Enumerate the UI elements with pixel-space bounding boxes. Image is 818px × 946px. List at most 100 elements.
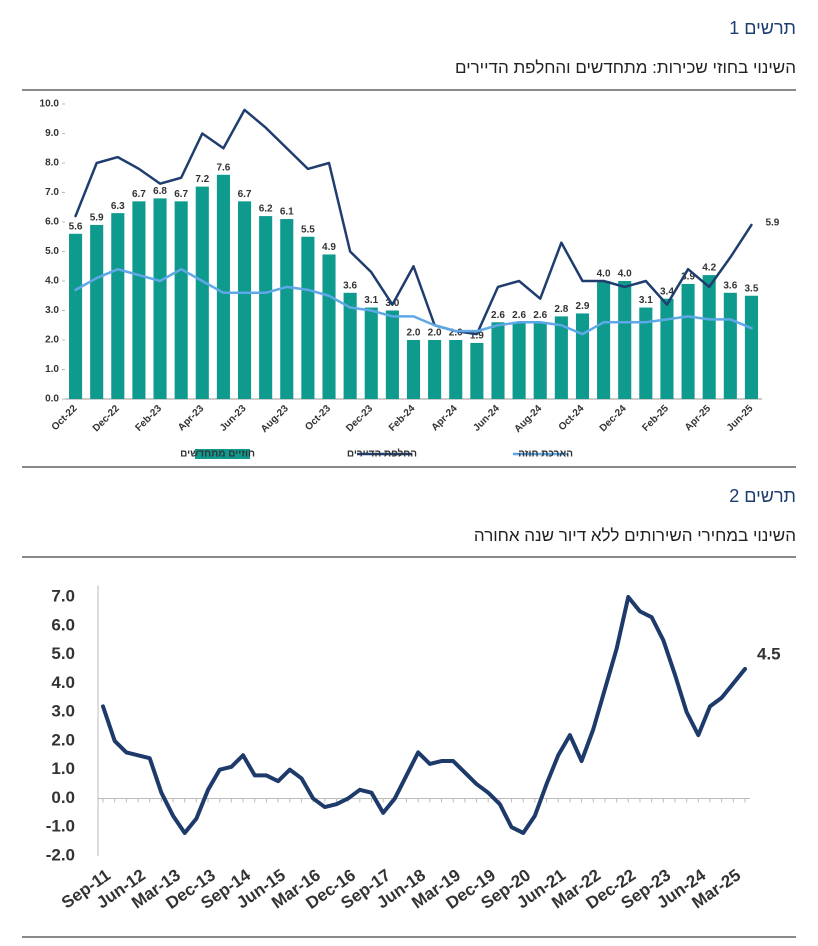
bar xyxy=(153,198,167,399)
data-label: 6.8 xyxy=(153,186,167,197)
bar xyxy=(195,186,209,399)
rule xyxy=(22,556,796,558)
data-label: 7.2 xyxy=(195,174,209,185)
bar xyxy=(132,201,146,399)
rule xyxy=(22,936,796,938)
data-label: 7.6 xyxy=(216,162,230,173)
bar xyxy=(364,307,378,399)
x-tick-label: Oct-24 xyxy=(557,403,587,433)
bar xyxy=(744,295,758,399)
y-tick-label: 6.0 xyxy=(51,615,75,634)
data-label: 3.6 xyxy=(723,280,737,291)
bar xyxy=(512,322,526,399)
x-tick-label: Apr-25 xyxy=(683,403,713,433)
data-label: 4.9 xyxy=(322,242,336,253)
y-tick-label: 1.0 xyxy=(51,759,75,778)
bar xyxy=(90,224,104,399)
legend-label: החלפת הדיירים xyxy=(347,448,417,460)
x-tick-label: Oct-23 xyxy=(303,403,333,433)
x-tick-label: Apr-24 xyxy=(430,403,460,433)
x-tick-label: Feb-25 xyxy=(640,403,671,434)
y-tick-label: -1.0 xyxy=(46,817,75,836)
data-label: 2.6 xyxy=(512,310,526,321)
y-tick-label: 1.0 xyxy=(45,364,59,375)
data-label: 6.1 xyxy=(280,207,294,218)
bar xyxy=(681,283,695,399)
x-tick-label: Jun-23 xyxy=(218,403,249,434)
bar xyxy=(259,216,273,399)
legend-swatch xyxy=(195,449,250,459)
data-label: 6.7 xyxy=(174,189,188,200)
data-label: 3.1 xyxy=(364,295,378,306)
data-label: 2.0 xyxy=(407,328,421,339)
bar xyxy=(723,292,737,399)
bar xyxy=(491,322,505,399)
data-label: 4.0 xyxy=(597,269,611,280)
bar xyxy=(639,307,653,399)
bar xyxy=(280,219,294,399)
bar xyxy=(406,340,421,399)
data-label: 6.7 xyxy=(132,189,146,200)
bar xyxy=(702,275,716,399)
figure-title: השינוי בחוזי שכירות: מתחדשים והחלפת הדיי… xyxy=(455,58,796,77)
bar xyxy=(470,342,484,399)
rule xyxy=(22,89,796,91)
y-tick-label: 5.0 xyxy=(45,246,59,257)
bar xyxy=(343,292,357,399)
data-label: 4.2 xyxy=(702,263,716,274)
legend-label: הארכת חוזה xyxy=(518,449,573,460)
chart: 0.0 1.0 2.0 3.0 4.0 5.0 6.0 7.0 8.0 9.0 10.0 Oct-22… xyxy=(40,99,780,460)
bar xyxy=(428,340,442,399)
y-tick-label: 6.0 xyxy=(45,217,59,228)
data-label: 6.2 xyxy=(259,204,273,215)
end-label: 4.5 xyxy=(757,644,781,663)
figure-title: השינוי במחירי השירותים ללא דיור שנה אחור… xyxy=(473,526,796,545)
y-tick-label: 0.0 xyxy=(51,788,75,807)
data-label: 4.0 xyxy=(618,269,632,280)
bar xyxy=(618,281,632,399)
data-label: 2.8 xyxy=(554,304,568,315)
y-tick-label: 8.0 xyxy=(45,158,59,169)
figure-number: תרשים 1 xyxy=(729,18,796,38)
data-label: 3.5 xyxy=(744,283,758,294)
chart: -2.0-1.00.01.02.03.04.05.06.07.0Sep-11Ju… xyxy=(46,585,781,913)
y-tick-label: 3.0 xyxy=(51,702,75,721)
data-label: 2.6 xyxy=(533,310,547,321)
data-label: 2.0 xyxy=(428,328,442,339)
data-label: 2.6 xyxy=(491,310,505,321)
y-tick-label: 4.0 xyxy=(45,276,59,287)
bar xyxy=(660,298,674,399)
y-tick-label: 7.0 xyxy=(51,586,75,605)
data-label: 6.3 xyxy=(111,201,125,212)
data-label: 2.9 xyxy=(576,301,590,312)
line xyxy=(101,595,747,835)
y-tick-label: 3.0 xyxy=(45,305,59,316)
data-label: 2.0 xyxy=(449,328,463,339)
data-label: 3.9 xyxy=(681,272,695,283)
data-label: 1.9 xyxy=(470,331,484,342)
bar xyxy=(597,281,611,399)
x-tick-label: Feb-23 xyxy=(133,403,164,434)
data-label: 5.5 xyxy=(301,224,315,235)
line xyxy=(74,108,753,336)
bar xyxy=(237,201,252,399)
bar xyxy=(216,174,230,399)
x-tick-label: Oct-22 xyxy=(50,403,80,433)
bar xyxy=(575,313,590,399)
y-tick-label: 2.0 xyxy=(51,730,75,749)
x-tick-label: Dec-23 xyxy=(344,403,375,434)
y-tick-label: 5.0 xyxy=(51,644,75,663)
end-label: 5.9 xyxy=(765,218,779,229)
bar xyxy=(449,340,463,399)
x-tick-label: Aug-24 xyxy=(512,403,544,435)
line xyxy=(74,267,753,336)
data-label: 3.6 xyxy=(343,280,357,291)
legend-label: חוזיים מתחדשים xyxy=(180,449,255,460)
x-tick-label: Dec-24 xyxy=(598,403,629,434)
rule xyxy=(22,466,796,468)
y-tick-label: 2.0 xyxy=(45,335,59,346)
data-label: 3.1 xyxy=(639,295,653,306)
x-tick-label: Dec-22 xyxy=(91,403,122,434)
bar xyxy=(174,201,188,399)
